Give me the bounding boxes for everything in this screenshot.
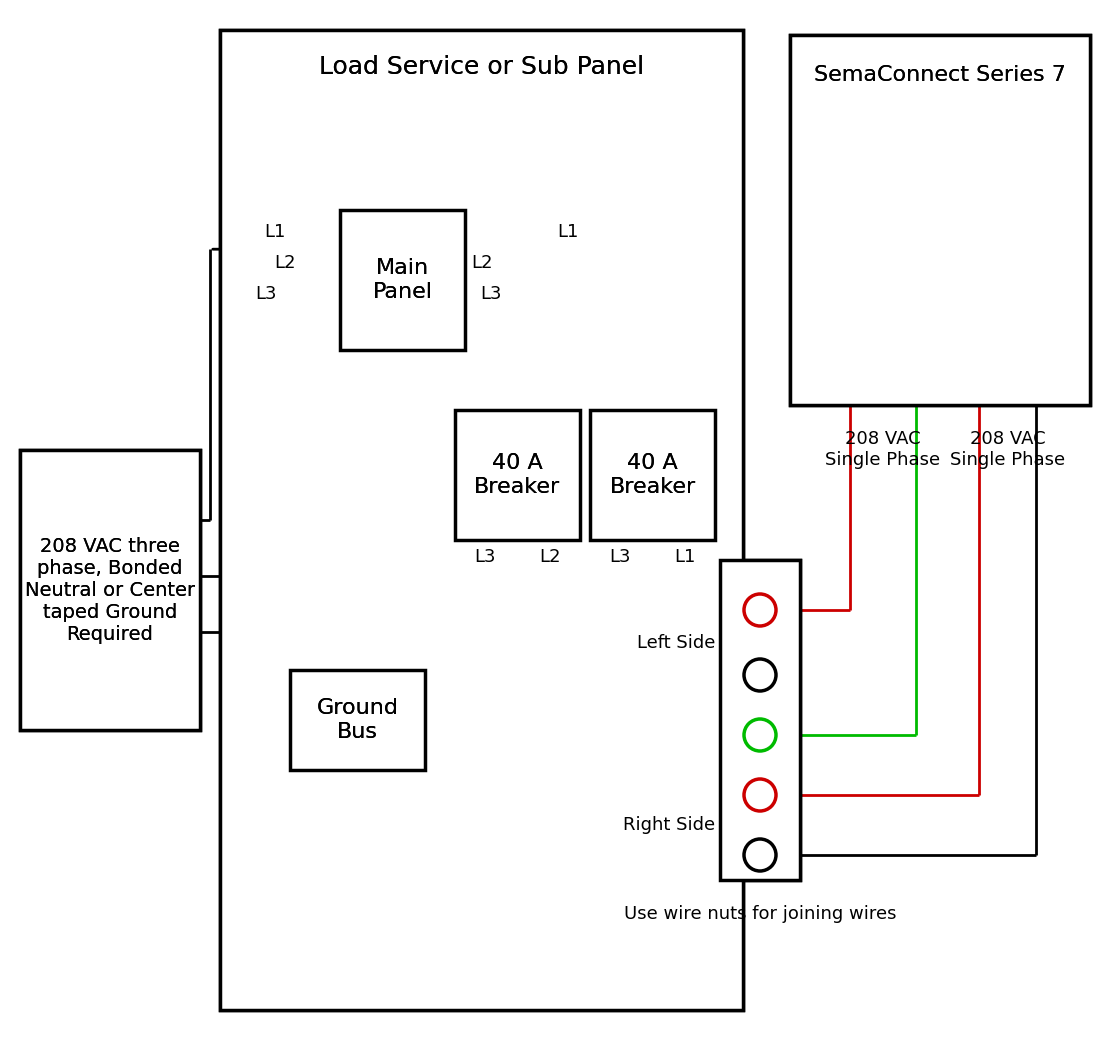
Circle shape bbox=[744, 594, 775, 626]
Bar bbox=[20, 450, 200, 730]
Text: L2: L2 bbox=[471, 254, 493, 272]
Bar bbox=[790, 35, 1090, 405]
Circle shape bbox=[744, 594, 775, 626]
Text: Main
Panel: Main Panel bbox=[373, 258, 432, 301]
Circle shape bbox=[744, 719, 775, 751]
Bar bbox=[340, 210, 465, 350]
Bar bbox=[20, 450, 200, 730]
Text: Load Service or Sub Panel: Load Service or Sub Panel bbox=[319, 55, 645, 79]
Text: L2: L2 bbox=[539, 548, 561, 566]
Text: 208 VAC
Single Phase: 208 VAC Single Phase bbox=[825, 430, 940, 468]
Text: 40 A
Breaker: 40 A Breaker bbox=[474, 454, 561, 497]
Text: SemaConnect Series 7: SemaConnect Series 7 bbox=[814, 65, 1066, 85]
Text: 40 A
Breaker: 40 A Breaker bbox=[609, 454, 695, 497]
Bar bbox=[340, 210, 465, 350]
Text: Ground
Bus: Ground Bus bbox=[317, 698, 398, 741]
Bar bbox=[290, 670, 425, 770]
Bar bbox=[720, 560, 800, 880]
Text: SemaConnect Series 7: SemaConnect Series 7 bbox=[814, 65, 1066, 85]
Circle shape bbox=[744, 659, 775, 691]
Text: Right Side: Right Side bbox=[623, 816, 715, 834]
Text: Main
Panel: Main Panel bbox=[373, 258, 432, 301]
Text: 208 VAC three
phase, Bonded
Neutral or Center
taped Ground
Required: 208 VAC three phase, Bonded Neutral or C… bbox=[25, 537, 195, 644]
Text: 40 A
Breaker: 40 A Breaker bbox=[609, 454, 695, 497]
Circle shape bbox=[744, 719, 775, 751]
Circle shape bbox=[744, 779, 775, 811]
Text: 40 A
Breaker: 40 A Breaker bbox=[474, 454, 561, 497]
Text: Left Side: Left Side bbox=[637, 633, 715, 651]
Bar bbox=[455, 410, 580, 540]
Text: 208 VAC three
phase, Bonded
Neutral or Center
taped Ground
Required: 208 VAC three phase, Bonded Neutral or C… bbox=[25, 537, 195, 644]
Bar bbox=[290, 670, 425, 770]
Bar bbox=[590, 410, 715, 540]
Text: Ground
Bus: Ground Bus bbox=[317, 698, 398, 741]
Text: L1: L1 bbox=[558, 224, 579, 242]
Circle shape bbox=[744, 659, 775, 691]
Circle shape bbox=[744, 779, 775, 811]
Bar bbox=[220, 30, 742, 1010]
Circle shape bbox=[744, 839, 775, 872]
Text: L1: L1 bbox=[674, 548, 695, 566]
Text: Load Service or Sub Panel: Load Service or Sub Panel bbox=[319, 55, 645, 79]
Text: L3: L3 bbox=[480, 285, 502, 302]
Text: 208 VAC
Single Phase: 208 VAC Single Phase bbox=[950, 430, 1065, 468]
Bar bbox=[455, 410, 580, 540]
Circle shape bbox=[744, 839, 775, 872]
Bar bbox=[590, 410, 715, 540]
Bar bbox=[220, 30, 742, 1010]
Text: L1: L1 bbox=[264, 224, 286, 242]
Text: L2: L2 bbox=[274, 254, 296, 272]
Bar bbox=[720, 560, 800, 880]
Text: L3: L3 bbox=[474, 548, 496, 566]
Text: L3: L3 bbox=[255, 285, 276, 302]
Text: Use wire nuts for joining wires: Use wire nuts for joining wires bbox=[624, 905, 896, 923]
Text: L3: L3 bbox=[609, 548, 630, 566]
Bar bbox=[790, 35, 1090, 405]
